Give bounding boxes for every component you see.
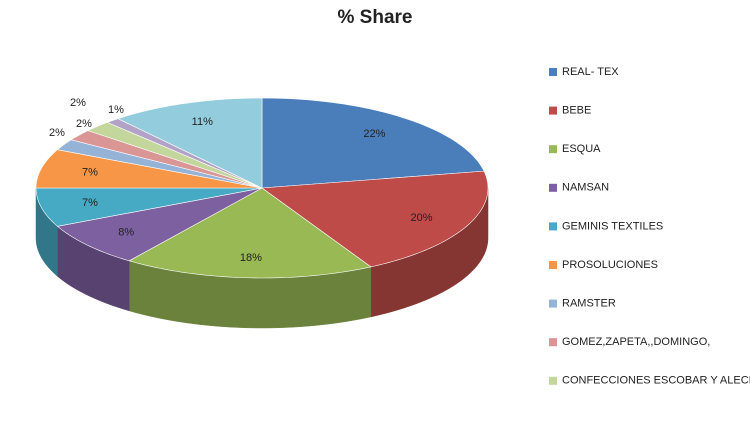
legend-label: CONFECCIONES ESCOBAR Y ALECIO — [562, 375, 750, 387]
data-label: 20% — [410, 212, 432, 224]
legend-label: GEMINIS TEXTILES — [562, 220, 663, 232]
data-label: 2% — [70, 97, 86, 109]
legend-swatch — [549, 68, 557, 76]
legend-swatch — [549, 261, 557, 269]
slice — [261, 170, 489, 268]
legend-swatch — [549, 376, 557, 385]
legend-label: BEBE — [562, 105, 591, 117]
legend-swatch — [549, 299, 557, 308]
legend-label: GOMEZ,ZAPETA,,DOMINGO, — [562, 336, 710, 348]
data-label: 7% — [82, 167, 98, 179]
data-label: 11% — [192, 116, 213, 128]
data-label: 1% — [108, 104, 124, 116]
data-label: 7% — [82, 197, 98, 209]
legend-label: NAMSAN — [562, 182, 609, 194]
legend-label: REAL- TEX — [562, 66, 619, 78]
slice — [56, 187, 263, 262]
slice — [70, 130, 263, 189]
slice — [261, 97, 485, 189]
data-label: 2% — [76, 118, 92, 130]
slice — [87, 122, 263, 189]
legend-swatch — [549, 183, 557, 192]
slice — [117, 97, 263, 189]
chart-title: % Share — [338, 7, 413, 28]
slice — [56, 139, 263, 189]
legend-swatch — [549, 145, 557, 154]
data-label: 22% — [363, 128, 385, 140]
legend-swatch — [549, 222, 557, 231]
legend-label: RAMSTER — [562, 298, 616, 310]
data-label: 8% — [118, 227, 134, 239]
data-label: 18% — [240, 252, 262, 264]
slice — [35, 149, 263, 189]
legend-swatch — [549, 338, 557, 347]
legend-label: ESQUA — [562, 143, 601, 155]
slice — [128, 187, 372, 279]
legend-swatch — [549, 106, 557, 115]
data-label: 2% — [49, 127, 65, 139]
slice — [35, 187, 263, 227]
legend-label: PROSOLUCIONES — [562, 259, 658, 271]
